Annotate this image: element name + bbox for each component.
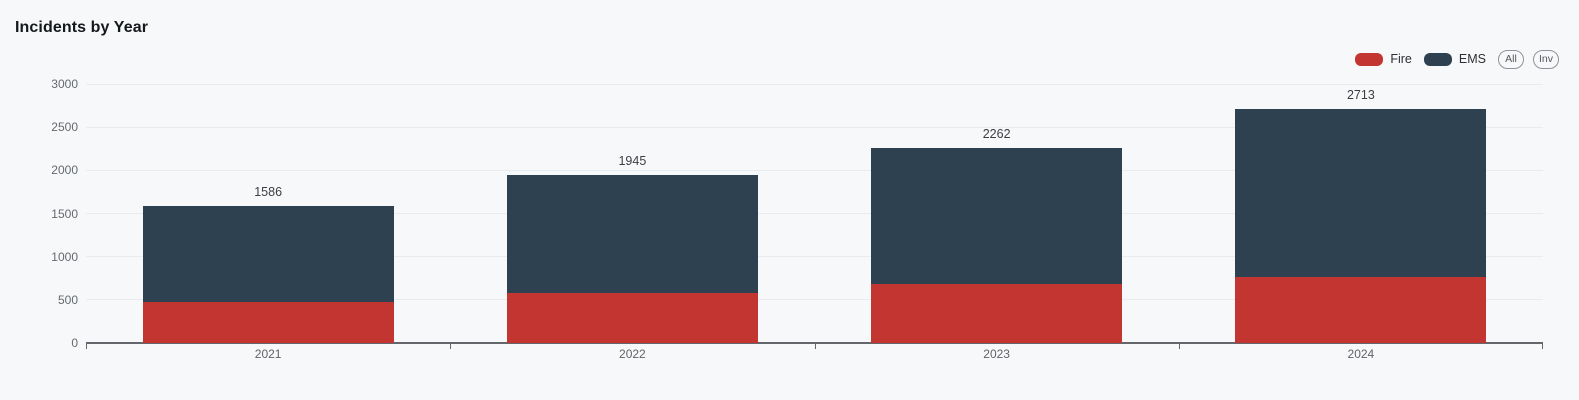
y-axis-tick-label: 2500 (51, 120, 78, 135)
bar-group-2022: 1945 2022 (450, 84, 814, 361)
gridline-y-2000 (86, 169, 1543, 171)
y-axis-tick-label: 2000 (51, 163, 78, 178)
bar-total-label-2024: 2713 (1346, 87, 1375, 102)
bar-segment-ems-2021[interactable] (142, 206, 394, 303)
gridline-y-1500 (86, 213, 1543, 214)
legend-item-fire[interactable]: Fire (1355, 52, 1412, 66)
gridline-y-3000 (86, 83, 1543, 85)
bar-segment-fire-2023[interactable] (871, 284, 1123, 343)
bar-stack-2024 (1235, 108, 1487, 343)
inv-filter-button[interactable]: Inv (1532, 49, 1559, 69)
bar-segment-fire-2024[interactable] (1235, 276, 1487, 343)
x-axis-tick (1542, 344, 1543, 349)
bar-group-2024: 2713 2024 (1179, 84, 1543, 361)
x-axis-line (86, 342, 1543, 344)
bar-stack-2021 (142, 206, 394, 343)
bar-stack-2023 (871, 147, 1123, 343)
legend-label-ems: EMS (1458, 52, 1486, 66)
plot-area: 0 500 1000 1500 2000 2500 3000 1586 2021 1945 2022… (51, 77, 1543, 361)
y-axis-tick-label: 1500 (51, 206, 78, 221)
gridline-y-1000 (86, 256, 1543, 258)
y-axis-tick-label: 500 (57, 292, 78, 307)
x-axis-label-2024: 2024 (1347, 347, 1375, 361)
bar-segment-ems-2023[interactable] (871, 147, 1123, 285)
y-axis-tick-label: 3000 (51, 77, 78, 91)
fire-swatch-icon (1355, 52, 1384, 66)
gridline-y-500 (86, 299, 1543, 301)
y-axis-tick-label: 0 (71, 336, 78, 350)
bar-segment-ems-2024[interactable] (1235, 108, 1487, 277)
ems-swatch-icon (1423, 52, 1452, 66)
chart-title: Incidents by Year (15, 19, 149, 36)
gridline-y-2500 (86, 126, 1543, 128)
x-axis-tick (1179, 344, 1180, 349)
x-axis-label-2021: 2021 (254, 347, 282, 361)
y-axis-tick-label: 1000 (51, 249, 78, 264)
bar-segment-fire-2022[interactable] (506, 293, 758, 343)
chart-legend: Fire EMS All Inv (1355, 49, 1559, 69)
bar-group-2021: 1586 2021 (86, 84, 450, 361)
x-axis-label-2022: 2022 (619, 347, 646, 361)
bar-total-label-2022: 1945 (618, 154, 647, 169)
legend-item-ems[interactable]: EMS (1423, 52, 1486, 66)
x-axis-tick (815, 344, 816, 349)
all-filter-button[interactable]: All (1497, 49, 1524, 69)
bar-total-label-2023: 2262 (982, 126, 1011, 141)
bar-group-2023: 2262 2023 (815, 84, 1179, 361)
bar-total-label-2021: 1586 (254, 185, 283, 200)
x-axis-tick (86, 344, 87, 349)
bar-segment-fire-2021[interactable] (142, 302, 394, 343)
bar-stack-2022 (506, 175, 758, 343)
x-axis-tick (450, 344, 451, 349)
bar-segment-ems-2022[interactable] (506, 175, 758, 294)
x-axis-label-2023: 2023 (983, 347, 1010, 361)
legend-label-fire: Fire (1390, 52, 1412, 66)
